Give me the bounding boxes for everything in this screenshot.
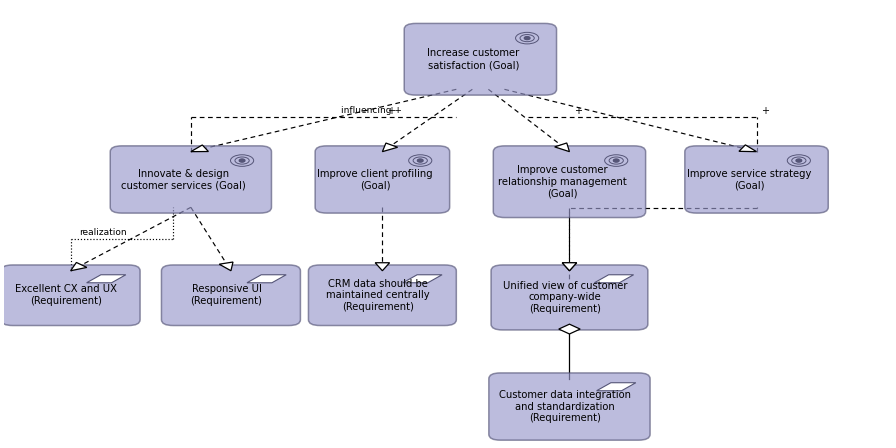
FancyBboxPatch shape — [404, 23, 556, 95]
Circle shape — [797, 159, 801, 162]
Polygon shape — [563, 263, 577, 271]
Text: Responsive UI
(Requirement): Responsive UI (Requirement) — [191, 284, 263, 306]
Circle shape — [614, 159, 618, 162]
Text: CRM data should be
maintained centrally
(Requirement): CRM data should be maintained centrally … — [326, 279, 430, 312]
Circle shape — [240, 159, 245, 162]
Polygon shape — [739, 145, 756, 152]
Text: Increase customer
satisfaction (Goal): Increase customer satisfaction (Goal) — [427, 48, 520, 70]
FancyBboxPatch shape — [489, 373, 650, 440]
Polygon shape — [247, 275, 286, 283]
FancyBboxPatch shape — [161, 265, 300, 326]
Text: Excellent CX and UX
(Requirement): Excellent CX and UX (Requirement) — [15, 284, 117, 306]
FancyBboxPatch shape — [685, 146, 828, 213]
Polygon shape — [383, 143, 398, 152]
Polygon shape — [563, 263, 577, 271]
Text: Customer data integration
and standardization
(Requirement): Customer data integration and standardiz… — [499, 390, 631, 423]
Polygon shape — [87, 275, 125, 283]
Circle shape — [418, 159, 423, 162]
FancyBboxPatch shape — [315, 146, 450, 213]
Text: Improve client profiling
(Goal): Improve client profiling (Goal) — [317, 169, 433, 190]
Text: Improve service strategy
(Goal): Improve service strategy (Goal) — [687, 169, 812, 190]
Polygon shape — [559, 324, 580, 334]
Text: influencing +: influencing + — [341, 106, 402, 115]
Polygon shape — [191, 145, 209, 152]
Polygon shape — [555, 143, 570, 152]
Polygon shape — [597, 383, 636, 391]
Text: +: + — [761, 106, 769, 116]
Polygon shape — [594, 275, 633, 283]
FancyBboxPatch shape — [308, 265, 456, 326]
Polygon shape — [403, 275, 442, 283]
Text: Innovate & design
customer services (Goal): Innovate & design customer services (Goa… — [121, 169, 246, 190]
Circle shape — [525, 37, 530, 39]
Polygon shape — [375, 263, 390, 271]
Text: Improve customer
relationship management
(Goal): Improve customer relationship management… — [498, 165, 626, 198]
FancyBboxPatch shape — [491, 265, 648, 330]
Text: Unified view of customer
company-wide
(Requirement): Unified view of customer company-wide (R… — [503, 281, 627, 314]
Polygon shape — [220, 262, 233, 271]
FancyBboxPatch shape — [1, 265, 140, 326]
FancyBboxPatch shape — [494, 146, 646, 218]
Text: realization: realization — [80, 228, 127, 237]
Text: +: + — [387, 106, 395, 116]
FancyBboxPatch shape — [110, 146, 271, 213]
Text: +: + — [574, 106, 582, 116]
Polygon shape — [71, 263, 87, 271]
